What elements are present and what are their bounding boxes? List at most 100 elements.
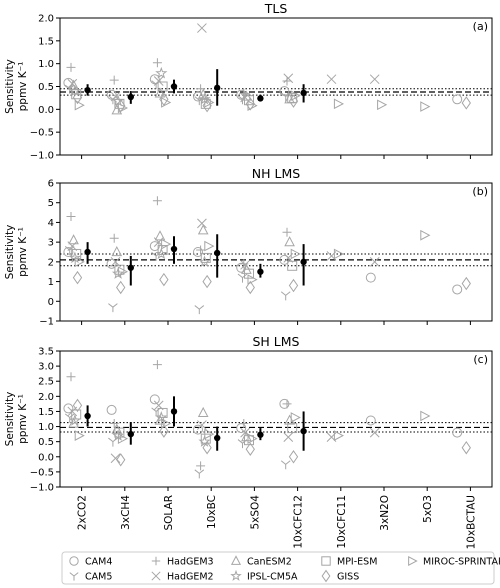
y-tick-label: 2.0 (38, 392, 54, 403)
model-point (153, 76, 164, 86)
y-tick-label: 5 (48, 198, 54, 209)
model-point (74, 256, 85, 268)
mean-point (300, 89, 307, 97)
mean-point (170, 408, 178, 415)
legend-marker (151, 556, 161, 566)
model-point (239, 419, 249, 429)
model-point (333, 98, 345, 110)
model-point (154, 230, 166, 241)
y-tick-label: 1.0 (38, 422, 54, 433)
y-tick-label: 1.5 (38, 36, 54, 47)
mean-point (127, 430, 134, 438)
model-point (420, 410, 431, 422)
model-point (283, 432, 294, 442)
model-point (193, 91, 203, 102)
panel-title: SH LMS (253, 334, 300, 349)
model-point (109, 419, 119, 429)
model-point (288, 450, 299, 464)
x-category-label: 5xSO4 (249, 495, 261, 530)
model-point (420, 229, 431, 241)
model-point (280, 291, 291, 301)
panel-label: (c) (473, 353, 488, 366)
legend-label: CAM4 (85, 557, 112, 568)
model-point (369, 257, 380, 267)
y-tick-label: −1 (39, 317, 54, 328)
model-point (200, 252, 211, 263)
model-point (197, 420, 207, 430)
y-tick-label: 6 (48, 179, 54, 190)
legend-label: MPI-ESM (337, 557, 377, 568)
model-point (116, 453, 126, 467)
y-tick-label: 3 (48, 238, 54, 249)
mean-point (84, 248, 91, 256)
model-point (152, 196, 162, 206)
model-point (159, 424, 169, 438)
y-tick-label: 2.0 (38, 14, 54, 25)
y-tick-label: 0.0 (38, 452, 54, 463)
mean-point (214, 434, 221, 442)
y-tick-label: −0.5 (30, 467, 54, 478)
y-axis-unit: ppmv K⁻¹ (17, 62, 29, 112)
legend-label: GISS (337, 572, 359, 583)
axes-frame (59, 350, 493, 488)
model-point (244, 268, 254, 279)
mean-point (300, 427, 307, 435)
x-category-label: 10xCFC12 (293, 495, 305, 549)
y-tick-label: 0.0 (38, 105, 54, 116)
model-point (202, 274, 212, 289)
model-point (369, 74, 380, 85)
model-point (109, 233, 119, 243)
y-tick-label: −0.5 (30, 128, 54, 139)
x-category-label: 10xBC (206, 495, 218, 529)
model-point (202, 440, 212, 455)
model-point (151, 407, 161, 417)
model-point (280, 460, 291, 470)
y-tick-label: 1.5 (38, 407, 54, 418)
model-point (193, 424, 203, 435)
legend-marker (69, 572, 79, 581)
model-point (106, 89, 117, 100)
legend-marker (321, 556, 331, 566)
panel-3: SH LMS (c) −1.0 −0.5 0.0 0.5 1.0 1.5 2.0 2.5 3.0 3.… (4, 334, 493, 494)
model-point (152, 360, 162, 370)
model-point (365, 415, 376, 426)
legend-label: IPSL-CM5A (247, 572, 298, 583)
mean-point (257, 268, 264, 275)
model-point (196, 461, 206, 471)
legend-marker (321, 569, 331, 583)
legend-label: CAM5 (85, 572, 112, 583)
model-point (196, 84, 206, 94)
model-point (116, 280, 126, 295)
model-point (72, 90, 83, 105)
model-point (420, 101, 431, 112)
y-axis-unit: ppmv K⁻¹ (17, 227, 29, 277)
model-point (333, 248, 345, 260)
model-point (193, 247, 203, 257)
x-category-label: SOLAR (163, 495, 175, 531)
legend-label: HadGEM2 (167, 572, 214, 583)
model-point (461, 440, 471, 455)
mean-point (84, 412, 91, 420)
model-point (284, 236, 295, 247)
model-point (155, 66, 168, 79)
model-point (287, 423, 298, 434)
y-tick-label: 2 (48, 257, 54, 268)
mean-point (257, 95, 264, 102)
model-point (161, 418, 172, 429)
mean-point (127, 93, 134, 101)
model-point (290, 412, 301, 423)
y-tick-label: 0.5 (38, 437, 54, 448)
x-category-label: 5xO3 (422, 495, 434, 523)
model-point (287, 92, 298, 103)
x-category-label: 10xCFC11 (336, 495, 348, 549)
model-point (72, 398, 83, 413)
mean-point (170, 245, 178, 253)
y-tick-label: 3.0 (38, 362, 54, 373)
y-tick-label: 1 (48, 277, 54, 288)
y-tick-label: 4 (48, 218, 54, 229)
model-point (161, 97, 172, 108)
model-point (117, 433, 129, 444)
model-point (290, 90, 301, 101)
model-point (110, 453, 121, 464)
